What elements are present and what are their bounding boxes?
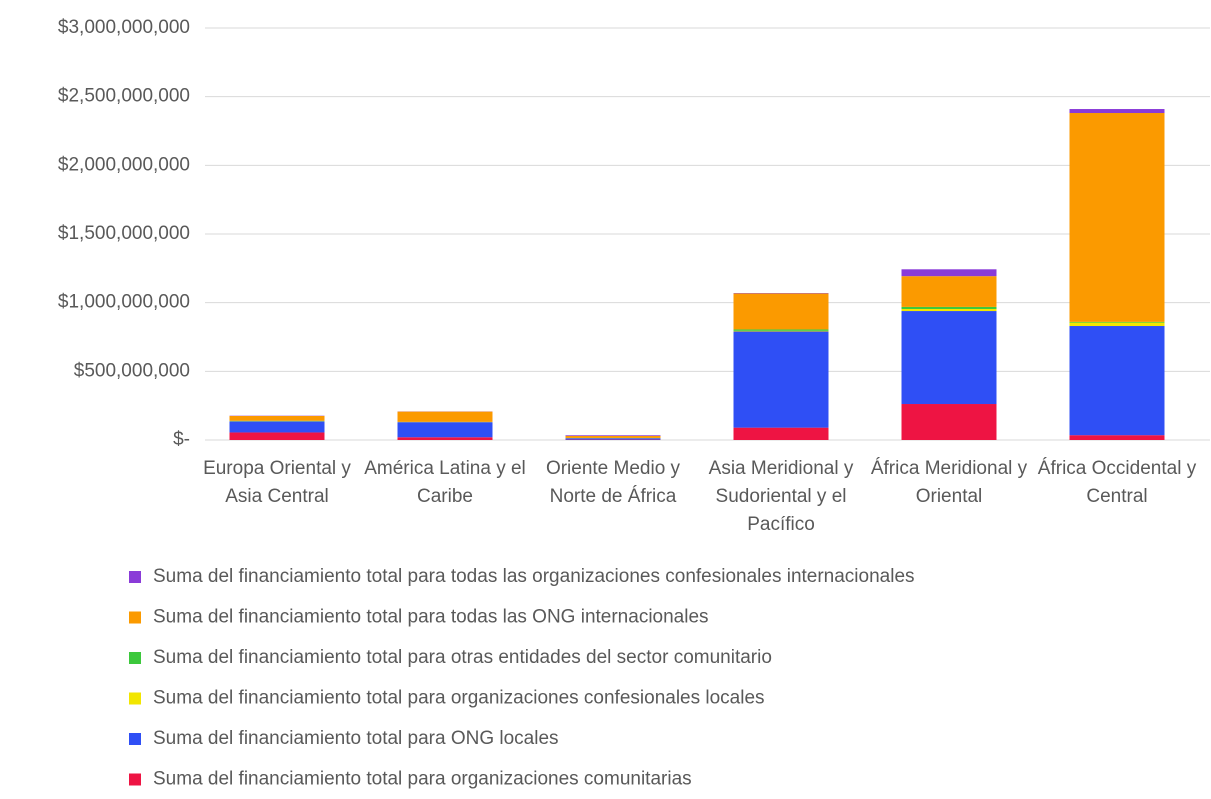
legend-marker	[129, 773, 141, 786]
x-tick-label: Europa Oriental y Asia Central	[203, 458, 351, 507]
y-tick-label: $1,500,000,000	[58, 223, 190, 244]
legend-label: Suma del financiamiento total para todas…	[153, 607, 709, 628]
x-tick-label: Asia Meridional y Sudoriental y el Pacíf…	[708, 458, 854, 535]
bar-segment	[397, 411, 493, 422]
y-tick-label: $-	[173, 429, 190, 450]
legend-marker	[129, 571, 141, 583]
bar-segment	[733, 293, 829, 330]
bar-segment	[1069, 321, 1165, 323]
legend-label: Suma del financiamiento total para ONG l…	[153, 728, 559, 749]
y-tick-label: $1,000,000,000	[58, 292, 190, 313]
bar-segment	[229, 421, 325, 433]
bar-segment	[1069, 326, 1165, 436]
bar-segment	[733, 331, 829, 428]
legend-label: Suma del financiamiento total para otras…	[153, 647, 772, 668]
legend-marker	[129, 652, 141, 664]
bar-segment	[397, 437, 493, 440]
bar-segment	[901, 306, 997, 309]
bar-segment	[901, 308, 997, 312]
bar-segment	[397, 422, 493, 438]
legend-label: Suma del financiamiento total para organ…	[153, 688, 765, 709]
x-tick-label: Oriente Medio y Norte de África	[545, 458, 681, 507]
bar-segment	[901, 311, 997, 405]
y-tick-label: $3,000,000,000	[58, 17, 190, 38]
bar-segment	[1069, 113, 1165, 322]
bar-segment	[565, 435, 661, 436]
legend-marker	[129, 733, 141, 745]
x-tick-label: África Meridional y Oriental	[870, 458, 1028, 507]
bar-segment	[1069, 435, 1165, 440]
legend-marker	[129, 692, 141, 705]
bar-segment	[733, 329, 829, 331]
legend-label: Suma del financiamiento total para todas…	[153, 566, 915, 587]
bar-segment	[565, 438, 661, 440]
bar-segment	[733, 427, 829, 440]
bar-segment	[229, 432, 325, 440]
y-tick-label: $2,000,000,000	[58, 154, 190, 175]
x-tick-label: América Latina y el Caribe	[364, 458, 526, 507]
x-tick-label: África Occidental y Central	[1037, 458, 1197, 507]
y-tick-label: $2,500,000,000	[58, 86, 190, 107]
bar-segment	[901, 404, 997, 440]
legend-label: Suma del financiamiento total para organ…	[153, 769, 692, 790]
bar-segment	[901, 269, 997, 277]
bar-segment	[733, 330, 829, 332]
legend-marker	[129, 611, 141, 624]
bar-segment	[229, 415, 325, 421]
bar-segment	[901, 276, 997, 307]
bar-segment	[1069, 109, 1165, 114]
y-tick-label: $500,000,000	[74, 360, 190, 381]
bar-segment	[1069, 322, 1165, 327]
bar-segment	[565, 435, 661, 438]
